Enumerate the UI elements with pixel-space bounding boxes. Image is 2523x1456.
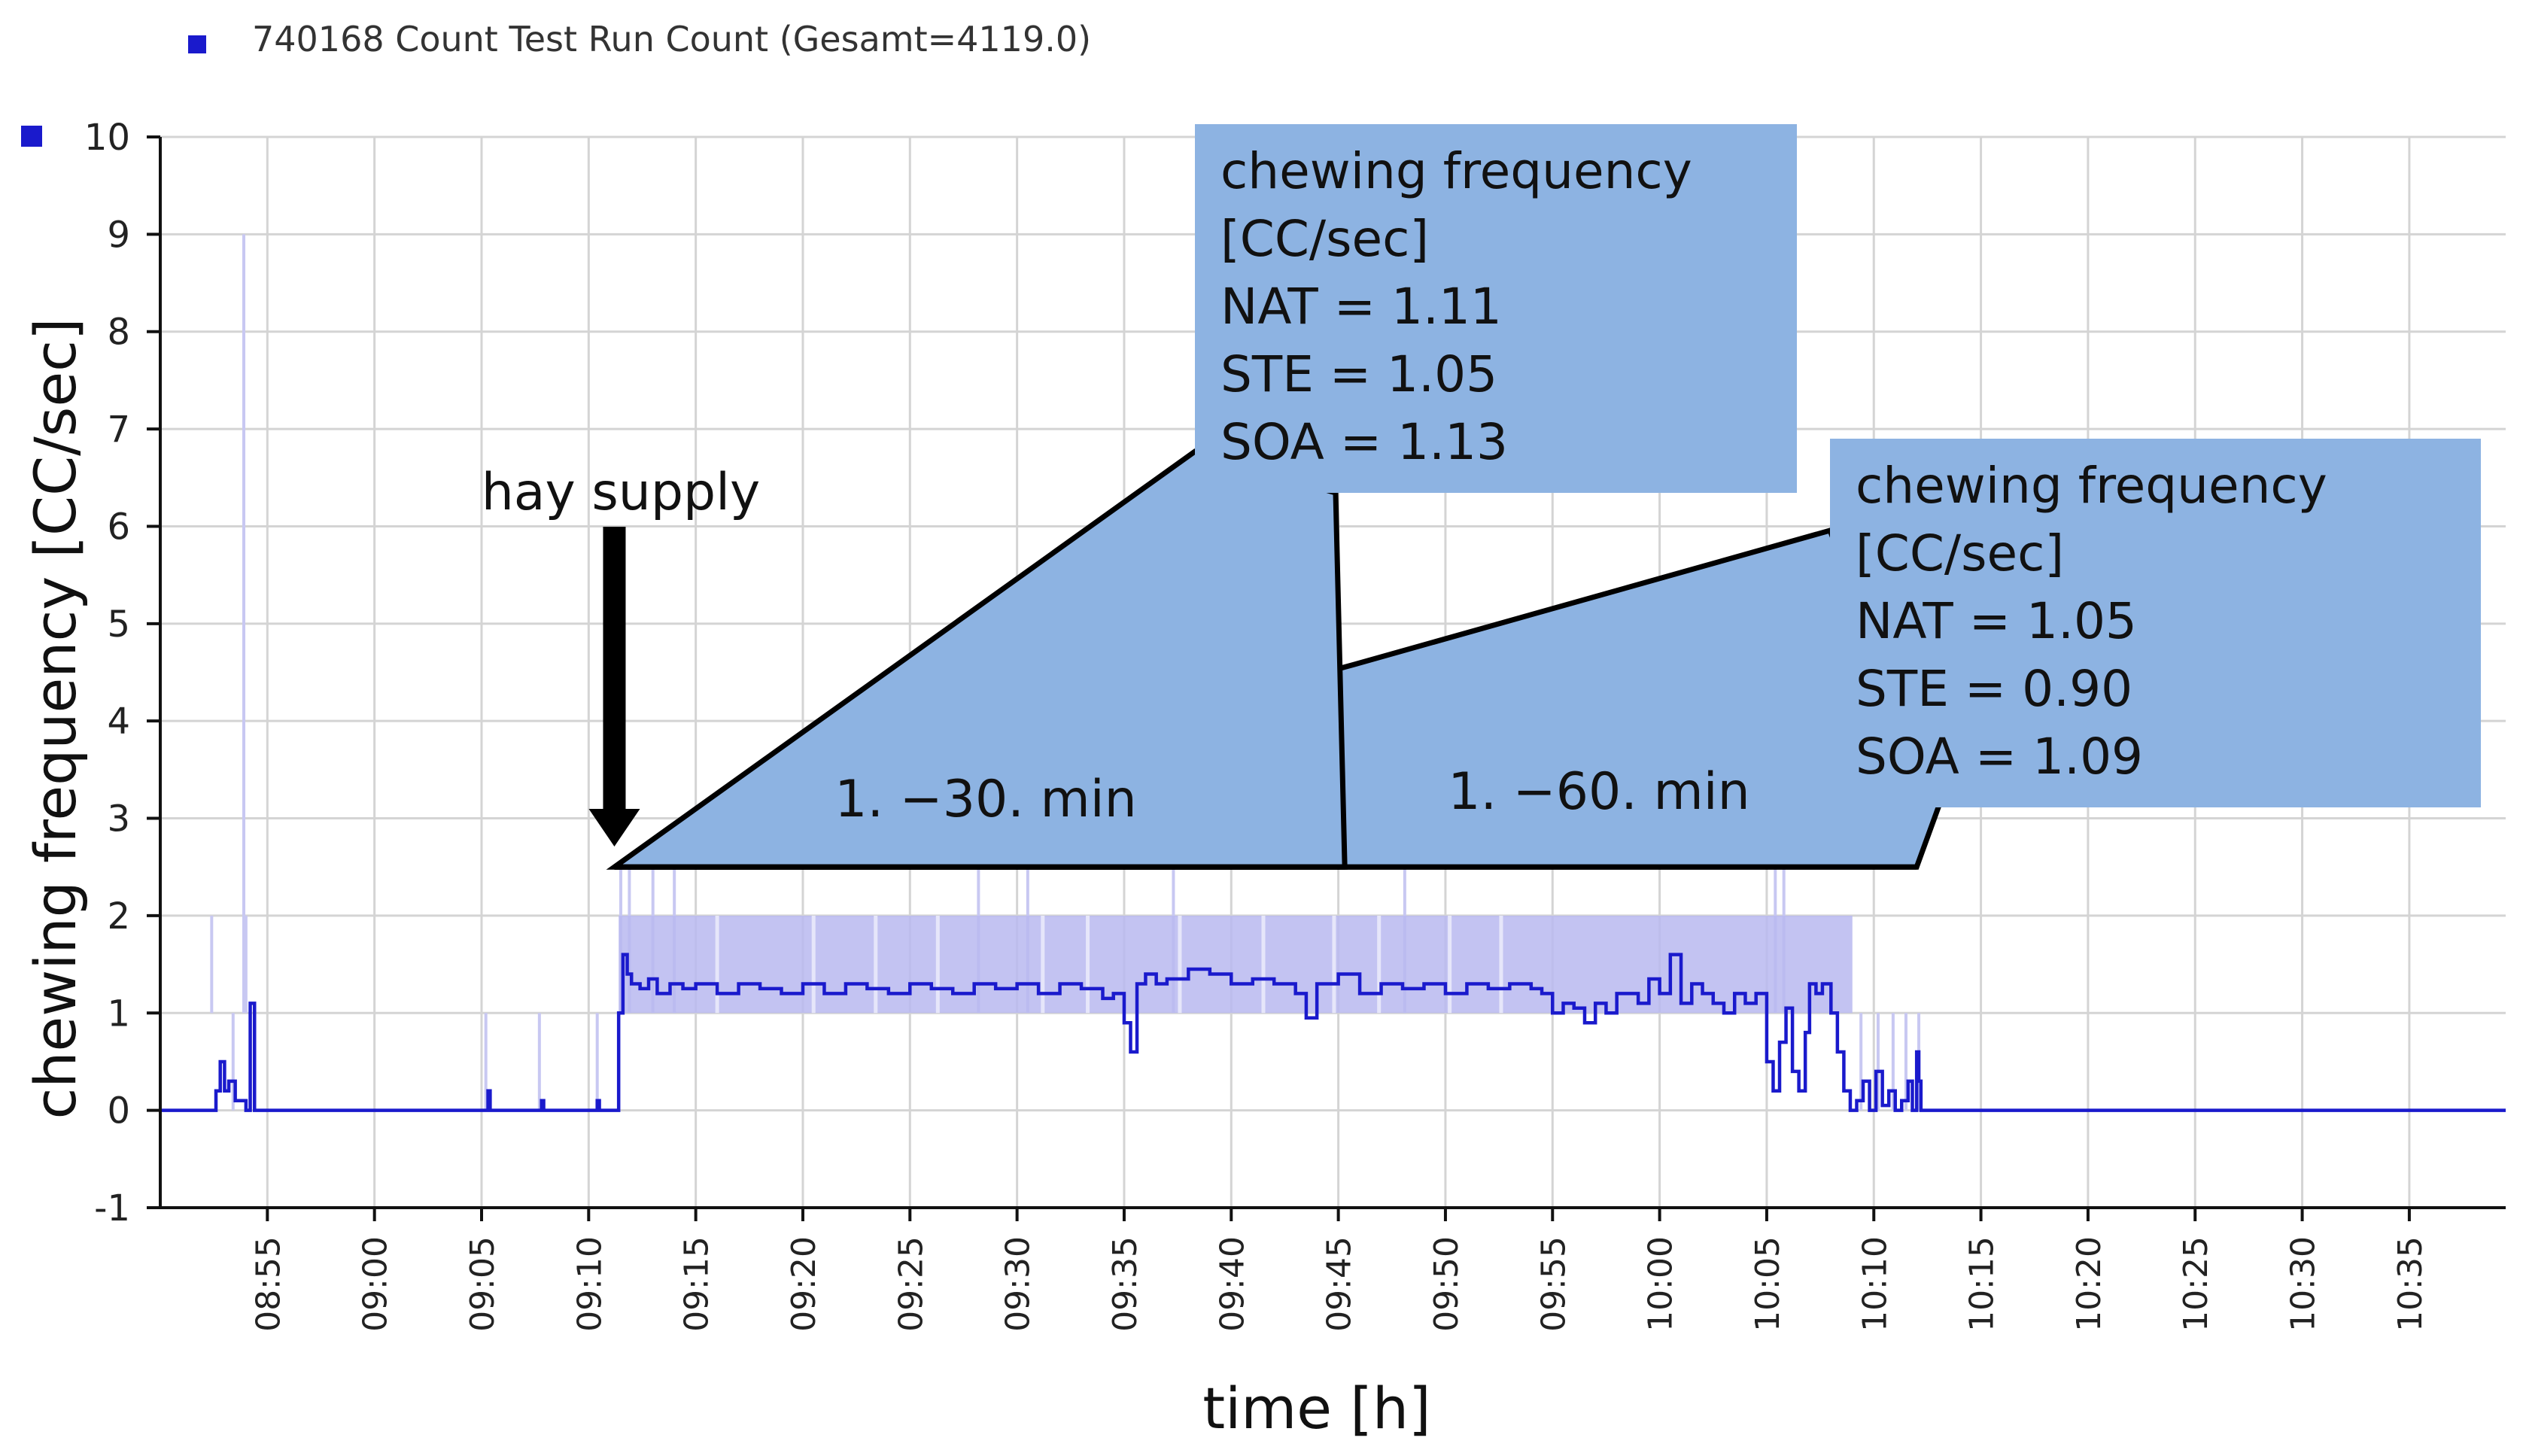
callout-30-line: STE = 1.05 — [1220, 345, 1497, 403]
x-axis-title: time [h] — [1202, 1375, 1430, 1442]
callout-60-line: chewing frequency — [1856, 457, 2327, 515]
callout-30-line: [CC/sec] — [1220, 210, 1429, 268]
x-tick-label: 09:05 — [464, 1236, 502, 1332]
y-tick-label: 5 — [107, 603, 130, 646]
callout-60-line: NAT = 1.05 — [1856, 592, 2137, 650]
x-tick-label: 09:45 — [1321, 1236, 1359, 1332]
y-tick-label: 2 — [107, 895, 130, 938]
x-tick-label: 08:55 — [249, 1236, 287, 1332]
x-tick-label: 09:00 — [357, 1236, 395, 1332]
x-tick-label: 10:15 — [1963, 1236, 2002, 1332]
y-axis-title: chewing frequency [CC/sec] — [22, 318, 89, 1119]
x-tick-label: 10:20 — [2070, 1236, 2108, 1332]
series-line — [160, 953, 2506, 1112]
callout-60-box — [1830, 439, 2481, 807]
callout-30-line: NAT = 1.11 — [1220, 278, 1502, 336]
legend-label: 740168 Count Test Run Count (Gesamt=4119… — [252, 19, 1091, 59]
legend-marker — [188, 35, 206, 53]
callout-30-text: chewing frequency [CC/sec] NAT = 1.11 ST… — [1220, 142, 1692, 471]
y-tick-label: 4 — [107, 701, 130, 743]
x-tick-label: 10:25 — [2177, 1236, 2215, 1332]
callout-60-line: SOA = 1.09 — [1856, 728, 2143, 786]
x-tick-label: 09:40 — [1213, 1236, 1251, 1332]
y-tick-label: 3 — [107, 798, 130, 840]
y-tick-label: 9 — [107, 214, 130, 256]
activity-bands — [619, 915, 1853, 1014]
x-tick-label: 09:25 — [892, 1236, 930, 1332]
hay-supply-label: hay supply — [482, 463, 761, 522]
y-tick-label: 0 — [107, 1090, 130, 1132]
window-60-label: 1. −60. min — [1448, 762, 1749, 822]
hay-supply-arrow-shaft — [603, 527, 626, 813]
annotations: 1. −30. min 1. −60. min chewing frequenc… — [482, 124, 2481, 870]
x-tick-label: 10:35 — [2391, 1236, 2430, 1332]
callout-30-box — [1195, 124, 1797, 493]
x-tick-label: 09:20 — [785, 1236, 823, 1332]
y-tick-label: 10 — [84, 117, 130, 159]
y-tick-label: -1 — [94, 1187, 130, 1230]
x-tick-labels: 08:55 09:00 09:05 09:10 09:15 09:20 09:25 09:30… — [249, 1236, 2430, 1332]
x-tick-label: 10:00 — [1642, 1236, 1680, 1332]
series-layer — [160, 953, 2506, 1112]
y-tick-label: 8 — [107, 312, 130, 354]
x-tick-label: 09:10 — [570, 1236, 609, 1332]
activity-band — [619, 915, 1853, 1014]
callout-60-text: chewing frequency [CC/sec] NAT = 1.05 ST… — [1856, 457, 2327, 786]
callout-60-line: [CC/sec] — [1856, 524, 2064, 582]
y-tick-labels: -1 0 1 2 3 4 5 6 7 8 9 10 — [84, 117, 130, 1230]
hay-supply-arrow-icon — [588, 809, 640, 847]
y-tick-label: 7 — [107, 409, 130, 451]
x-tick-label: 10:05 — [1749, 1236, 1787, 1332]
y-tick-label: 6 — [107, 506, 130, 548]
x-tick-label: 10:10 — [1856, 1236, 1894, 1332]
x-tick-label: 09:50 — [1427, 1236, 1466, 1332]
callout-60-line: STE = 0.90 — [1856, 660, 2132, 718]
y-tick-label: 1 — [107, 992, 130, 1035]
x-tick-label: 09:30 — [999, 1236, 1038, 1332]
y-axis-legend-marker — [21, 126, 42, 147]
callout-30-line: SOA = 1.13 — [1220, 413, 1508, 471]
x-tick-label: 10:30 — [2284, 1236, 2323, 1332]
x-tick-label: 09:55 — [1534, 1236, 1573, 1332]
x-tick-label: 09:35 — [1106, 1236, 1144, 1332]
callout-30-line: chewing frequency — [1220, 142, 1692, 200]
window-30-label: 1. −30. min — [834, 770, 1136, 829]
axes — [147, 135, 2506, 1221]
x-tick-label: 09:15 — [678, 1236, 716, 1332]
